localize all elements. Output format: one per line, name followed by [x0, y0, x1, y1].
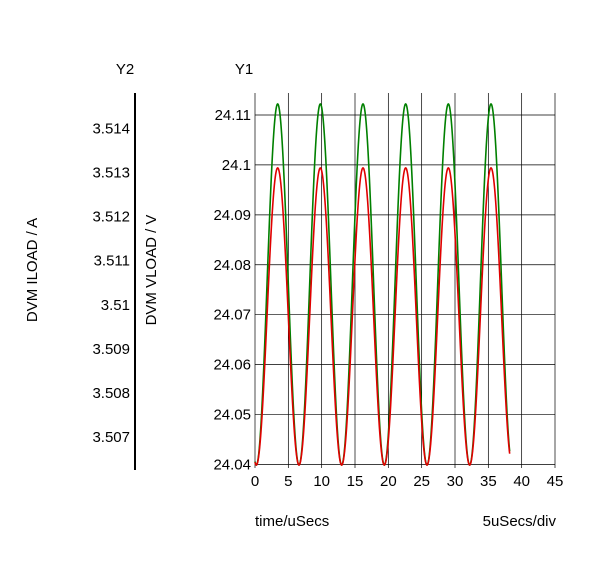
x-axis-label: time/uSecs	[255, 513, 329, 530]
x-tick-label: 5	[284, 473, 292, 490]
x-tick-label: 45	[547, 473, 564, 490]
series-line-1	[254, 166, 511, 466]
y2-tick-label: 3.508	[92, 385, 130, 402]
x-tick-label: 10	[313, 473, 330, 490]
y1-tick-label: 24.09	[213, 207, 251, 224]
series-group	[254, 103, 511, 466]
y1-tick-label: 24.11	[215, 107, 251, 124]
x-tick-label: 40	[513, 473, 530, 490]
y2-tick-label: 3.509	[92, 341, 130, 358]
x-tick-label: 25	[413, 473, 430, 490]
x-tick-label: 35	[480, 473, 497, 490]
x-tick-label: 30	[447, 473, 464, 490]
x-tick-label: 15	[347, 473, 364, 490]
grid-lines	[254, 93, 556, 468]
y1-axis-label: DVM VLOAD / V	[143, 215, 160, 326]
x-scale-label: 5uSecs/div	[483, 513, 557, 530]
y1-tick-label: 24.08	[213, 257, 251, 274]
y2-tick-label: 3.513	[92, 164, 130, 181]
y1-tick-label: 24.07	[213, 307, 251, 324]
y2-tick-label: 3.514	[92, 120, 130, 137]
y2-tick-label: 3.507	[92, 429, 130, 446]
y2-tick-label: 3.51	[101, 297, 130, 314]
labels: Y2 Y1 DVM ILOAD / A DVM VLOAD / V time/u…	[24, 61, 563, 530]
x-tick-label: 20	[380, 473, 397, 490]
y1-tick-label: 24.06	[213, 357, 251, 374]
y2-tick-label: 3.511	[94, 253, 130, 270]
y1-tick-label: 24.05	[213, 407, 251, 424]
y1-tick-label: 24.1	[222, 157, 251, 174]
y1-tick-label: 24.04	[213, 457, 251, 474]
y2-tick-label: 3.512	[92, 209, 130, 226]
x-tick-label: 0	[251, 473, 259, 490]
y2-axis-name: Y2	[116, 61, 134, 78]
y2-axis-label: DVM ILOAD / A	[24, 218, 41, 322]
y1-axis-name: Y1	[235, 61, 253, 78]
